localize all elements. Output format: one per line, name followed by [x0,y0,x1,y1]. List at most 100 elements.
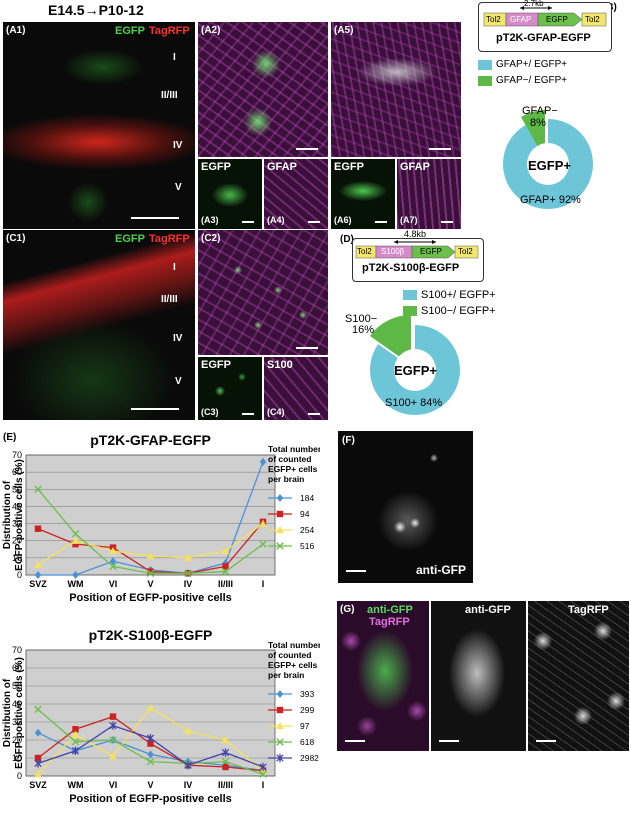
panel-g1-caption-line2: TagRFP [369,616,410,628]
data-point [221,736,230,744]
y-tick-label: 60 [12,663,22,673]
tagrfp-channel-label: TagRFP [149,233,190,245]
x-tick-label: V [147,579,153,589]
element-s100b: S100β [381,247,405,256]
x-tick-label: II/III [218,579,233,589]
y-tick-label: 20 [12,536,22,546]
data-point [109,547,117,555]
panel-g-label: (G) [340,604,355,615]
panel-a3-channel: EGFP [201,161,231,173]
data-point [276,722,284,730]
y-axis-label: Distribution of [2,678,13,747]
y-tick-label: 30 [12,519,22,529]
legend-title: Total number [268,640,320,650]
panel-f-label-white: (F) [342,435,355,446]
data-point [109,736,117,744]
scale-bar [346,570,366,572]
legend-swatch-s100-pos [403,290,417,300]
panel-a7-image: GFAP (A7) [397,159,461,229]
panel-a4-channel: GFAP [267,161,297,173]
data-point [259,519,267,527]
legend-entry: 94 [300,509,310,519]
panel-c4-channel: S100 [267,359,293,371]
data-point [34,754,42,762]
data-point [221,547,230,555]
donut-big-text-gfap: GFAP+ 92% [520,194,581,206]
scale-bar [441,221,453,223]
y-axis-label: Distribution of [2,480,13,549]
donut-center-gfap: EGFP+ [528,158,571,173]
donut-big-text-s100: S100+ 84% [385,397,443,409]
data-point [146,552,155,560]
panel-g2-caption: anti-GFP [465,604,511,616]
y-tick-label: 20 [12,735,22,745]
legend-title: EGFP+ cells [268,464,318,474]
panel-a6-channel: EGFP [334,161,364,173]
data-point [34,485,42,493]
panel-a5-image: (A5) [331,22,461,157]
panel-g3-image: TagRFP [528,601,629,751]
data-point [146,703,155,711]
panel-a5-label: (A5) [334,25,354,36]
element-egfp: EGFP [420,247,442,256]
panel-a3-label: (A3) [201,215,219,225]
data-point [276,510,284,518]
series-2982 [34,721,267,772]
panel-c3-image: EGFP (C3) [198,357,262,420]
panel-g1-image: (G) anti-GFP TagRFP [337,601,429,751]
x-axis-label: Position of EGFP-positive cells [69,592,232,604]
legend-entry: 184 [300,493,314,503]
x-tick-label: SVZ [29,579,47,589]
x-tick-label: WM [68,579,84,589]
y-tick-label: 70 [12,645,22,655]
donut-chart-s100 [370,314,460,415]
series-618 [34,705,267,778]
element-egfp: EGFP [546,15,568,24]
y-tick-label: 0 [17,570,22,580]
egfp-channel-label: EGFP [115,233,145,245]
data-point [34,728,42,737]
legend-entry: 299 [300,705,314,715]
data-point [276,542,284,550]
scale-bar [242,221,254,223]
data-point [221,567,230,576]
data-point [72,571,79,579]
scale-bar [429,148,451,150]
data-point [222,563,229,570]
panel-c3-channel: EGFP [201,359,231,371]
panel-a1-label: (A1) [6,25,26,36]
scale-bar [308,221,320,223]
element-tol2-right: Tol2 [585,15,600,24]
data-point [71,738,80,746]
legend-entry: 516 [300,541,314,551]
element-gfap: GFAP [510,15,532,24]
panel-g2-image: anti-GFP [431,601,526,751]
egfp-channel-label: EGFP [115,25,145,37]
data-point [109,721,117,730]
y-tick-label: 70 [12,450,22,460]
data-point [71,536,80,544]
x-tick-label: VI [109,579,118,589]
scale-bar [345,740,365,742]
legend-entry: 393 [300,689,314,699]
data-point [109,713,117,720]
panel-d-label: (D) [340,234,354,245]
panel-g1-caption-line1: anti-GFP [367,604,413,616]
data-point [276,753,284,763]
x-tick-label: SVZ [29,780,47,790]
figure-title: E14.5→P10-12 [48,2,144,18]
data-point [184,727,192,735]
panel-f-caption: anti-GFP [416,563,466,577]
panel-a4-image: GFAP (A4) [264,159,328,229]
panel-c4-image: S100 (C4) [264,357,328,420]
panel-e-label: (E) [3,432,17,443]
y-tick-label: 10 [12,553,22,563]
legend-title: per brain [268,670,304,680]
plot-border [25,454,276,576]
element-tol2-left: Tol2 [357,247,372,256]
data-point [276,494,284,502]
series-254 [34,519,267,568]
panel-a6-image: EGFP (A6) [331,159,395,229]
